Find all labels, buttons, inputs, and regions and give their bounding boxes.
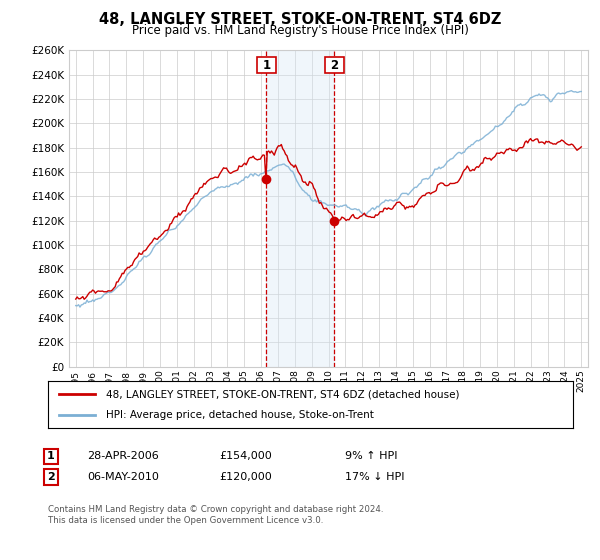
Text: Price paid vs. HM Land Registry's House Price Index (HPI): Price paid vs. HM Land Registry's House … xyxy=(131,24,469,36)
Text: 2: 2 xyxy=(47,472,55,482)
Text: 28-APR-2006: 28-APR-2006 xyxy=(87,451,159,461)
Text: 1: 1 xyxy=(262,58,271,72)
Bar xyxy=(266,50,334,367)
FancyBboxPatch shape xyxy=(257,57,276,73)
Text: 1: 1 xyxy=(47,451,55,461)
Text: Contains HM Land Registry data © Crown copyright and database right 2024.
This d: Contains HM Land Registry data © Crown c… xyxy=(48,505,383,525)
Text: 48, LANGLEY STREET, STOKE-ON-TRENT, ST4 6DZ: 48, LANGLEY STREET, STOKE-ON-TRENT, ST4 … xyxy=(99,12,501,27)
Text: 2: 2 xyxy=(331,58,338,72)
Text: £154,000: £154,000 xyxy=(219,451,272,461)
FancyBboxPatch shape xyxy=(325,57,344,73)
Text: 48, LANGLEY STREET, STOKE-ON-TRENT, ST4 6DZ (detached house): 48, LANGLEY STREET, STOKE-ON-TRENT, ST4 … xyxy=(106,389,459,399)
Text: 06-MAY-2010: 06-MAY-2010 xyxy=(87,472,159,482)
Text: £120,000: £120,000 xyxy=(219,472,272,482)
Text: HPI: Average price, detached house, Stoke-on-Trent: HPI: Average price, detached house, Stok… xyxy=(106,410,374,420)
Text: 17% ↓ HPI: 17% ↓ HPI xyxy=(345,472,404,482)
Text: 9% ↑ HPI: 9% ↑ HPI xyxy=(345,451,398,461)
